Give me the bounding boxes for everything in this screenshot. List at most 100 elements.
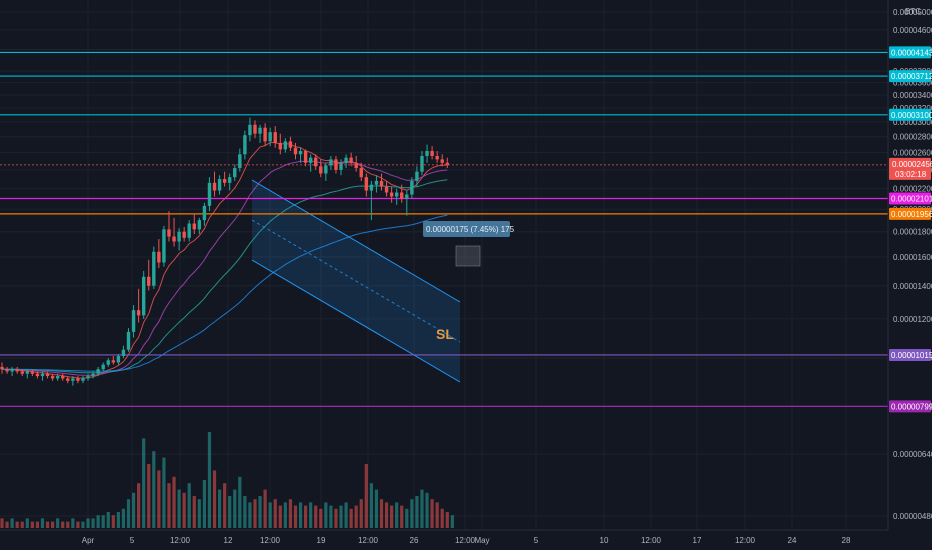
level-tag-text: 0.00003712: [891, 72, 932, 81]
candle-body: [389, 192, 394, 197]
candle-body: [212, 182, 217, 191]
volume-bars: [0, 432, 454, 528]
candle-body: [324, 165, 328, 174]
moving-average-line: [1, 160, 448, 376]
candle-body: [76, 378, 80, 381]
measure-box: [455, 245, 481, 267]
level-tag-bg: [889, 46, 931, 59]
current-price-value: 0.00002456: [892, 160, 932, 169]
candle-body: [334, 159, 338, 170]
candle-body: [420, 155, 424, 172]
volume-bar: [142, 438, 146, 528]
channel-upper-line: [251, 179, 461, 303]
volume-bar: [435, 502, 439, 528]
price-range-measure[interactable]: 0.00000175 (7.45%) 175: [423, 221, 515, 267]
volume-bar: [76, 521, 80, 528]
volume-bar: [45, 521, 50, 528]
volume-bar: [293, 505, 298, 528]
volume-bar: [15, 521, 19, 528]
candle-body: [278, 142, 282, 150]
channel-lower-line: [251, 259, 461, 383]
volume-bar: [233, 489, 237, 528]
candle-body: [319, 166, 323, 174]
level-price-tag: 0.00002101: [889, 192, 932, 205]
volume-bar: [192, 496, 196, 528]
candle-body: [384, 186, 389, 193]
volume-bar: [359, 499, 363, 528]
level-tag-bg: [889, 192, 931, 205]
volume-bar: [304, 505, 308, 528]
price-tick-label: 0.00001400: [893, 282, 932, 291]
candle-body: [106, 360, 110, 365]
volume-bar: [56, 518, 60, 528]
price-axis[interactable]: [888, 0, 932, 550]
candle-body: [243, 135, 247, 155]
candlesticks: [0, 117, 449, 386]
candle-body: [121, 349, 126, 357]
volume-bar: [243, 496, 247, 528]
candle-body: [141, 276, 146, 316]
candle-body: [101, 364, 105, 370]
candle-body: [314, 157, 318, 167]
volume-bar: [217, 489, 222, 528]
time-tick-label: 12: [224, 536, 233, 545]
candle-body: [258, 127, 262, 134]
candle-body: [187, 223, 191, 238]
level-tag-bg: [889, 108, 931, 121]
level-price-tag: 0.00001015: [889, 348, 932, 361]
candle-body: [263, 127, 267, 142]
time-axis[interactable]: [0, 530, 888, 550]
volume-bar: [319, 508, 323, 528]
volume-bar: [369, 483, 373, 528]
time-tick-label: Apr: [82, 536, 95, 545]
volume-bar: [258, 496, 262, 528]
volume-bar: [81, 521, 85, 528]
price-tick-label: 0.00001800: [893, 228, 932, 237]
level-tag-bg: [889, 70, 931, 83]
candle-body: [400, 192, 404, 199]
volume-bar: [420, 489, 424, 528]
candle-body: [126, 331, 131, 350]
chart-pane[interactable]: [0, 0, 888, 530]
volume-bar: [324, 502, 328, 528]
horizontal-levels[interactable]: [0, 51, 888, 408]
candle-body: [66, 378, 70, 381]
price-tick-label: 0.00005000: [893, 8, 932, 17]
volume-bar: [25, 518, 29, 528]
volume-bar: [329, 505, 333, 528]
volume-bar: [354, 505, 358, 528]
volume-bar: [223, 483, 227, 528]
candle-body: [0, 366, 4, 370]
volume-bar: [30, 521, 34, 528]
candle-body: [440, 159, 444, 163]
level-price-tag: 0.00004143: [889, 46, 932, 59]
volume-bar: [283, 502, 287, 528]
volume-bar: [334, 508, 338, 528]
volume-bar: [101, 515, 105, 528]
candle-body: [71, 378, 75, 381]
candle-body: [359, 168, 363, 178]
candle-body: [5, 369, 9, 372]
candle-body: [425, 150, 429, 156]
candle-body: [116, 356, 121, 363]
volume-bar: [172, 476, 176, 528]
level-price-tag: 0.00003100: [889, 108, 932, 121]
volume-bar: [147, 464, 151, 528]
candle-body: [182, 231, 186, 238]
descending-channel[interactable]: [251, 179, 461, 383]
price-tick-label: 0.00000640: [893, 450, 932, 459]
candle-body: [167, 229, 171, 237]
time-tick-label: 5: [534, 536, 539, 545]
candle-body: [405, 194, 409, 199]
volume-bar: [228, 496, 232, 528]
candle-body: [81, 378, 85, 381]
candle-body: [233, 168, 237, 178]
price-tick-label: 0.00003600: [893, 79, 932, 88]
volume-bar: [20, 521, 24, 528]
price-tick-label: 0.00000480: [893, 512, 932, 521]
level-tag-text: 0.00001956: [891, 210, 932, 219]
volume-bar: [445, 512, 449, 528]
price-tick-label: 0.00003200: [893, 104, 932, 113]
volume-bar: [40, 518, 45, 528]
